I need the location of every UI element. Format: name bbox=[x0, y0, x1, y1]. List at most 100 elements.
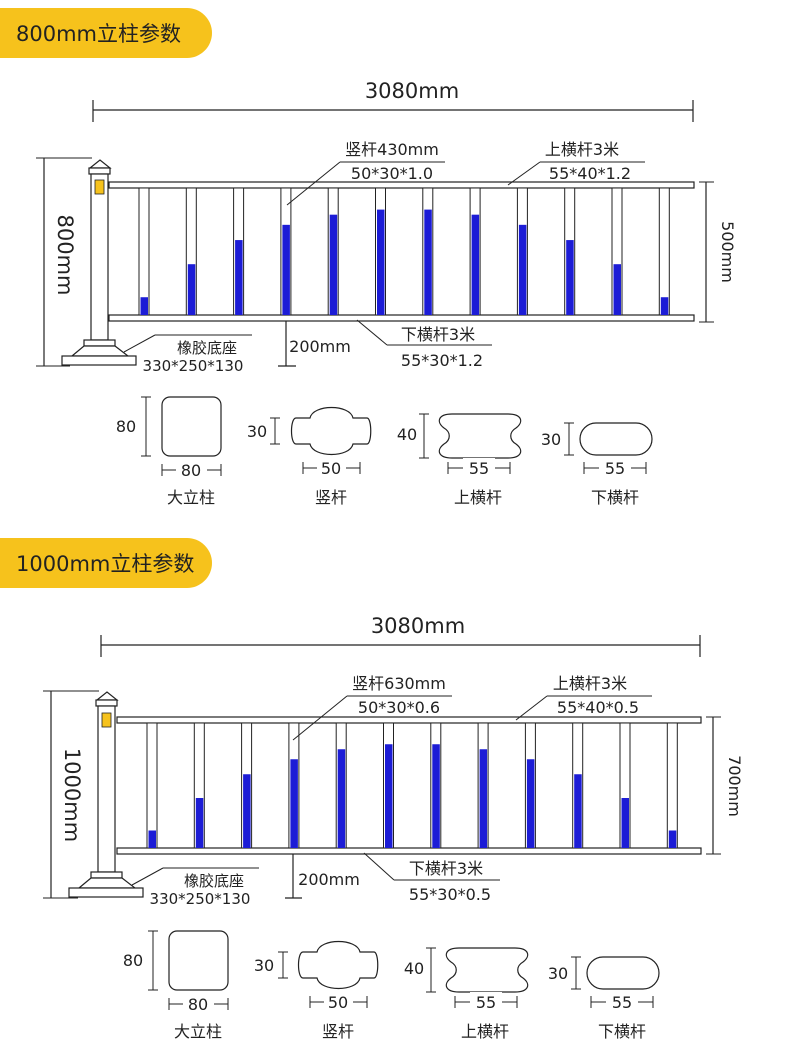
picket-fill bbox=[613, 264, 621, 315]
reflector bbox=[101, 712, 112, 728]
picket-fill bbox=[329, 214, 338, 315]
profile-top-rail-height: 40 bbox=[404, 959, 424, 978]
profile-top-rail-shape bbox=[445, 947, 529, 993]
profile-vertical-bar-height: 30 bbox=[254, 956, 274, 975]
total-length-label: 3080mm bbox=[371, 614, 465, 638]
picket bbox=[666, 722, 678, 849]
picket-fill bbox=[432, 744, 440, 848]
profile-top-rail-width: 55 bbox=[476, 993, 496, 1012]
vertical-bar-spec: 50*30*0.6 bbox=[358, 698, 440, 717]
profile-bottom-rail-width: 55 bbox=[605, 459, 625, 478]
profile-top-rail-name: 上横杆 bbox=[461, 1022, 509, 1041]
base-spec: 330*250*130 bbox=[143, 357, 244, 375]
top-rail bbox=[116, 716, 702, 724]
picket-fill bbox=[187, 264, 196, 315]
ground-clearance-label: 200mm bbox=[289, 337, 351, 356]
picket bbox=[138, 187, 150, 316]
profile-post-name: 大立柱 bbox=[167, 488, 215, 507]
picket-fill bbox=[290, 759, 298, 848]
reflector bbox=[94, 179, 105, 195]
picket-fill bbox=[424, 209, 432, 315]
top-rail bbox=[108, 181, 695, 189]
picket-fill bbox=[282, 224, 290, 315]
picket-fill bbox=[574, 774, 582, 848]
picket-fill bbox=[140, 297, 148, 315]
section-title: 800mm立柱参数 bbox=[0, 8, 212, 58]
height-label: 800mm bbox=[53, 215, 77, 296]
profile-vertical-bar-height: 30 bbox=[247, 422, 267, 441]
top-rail-label: 上横杆3米 bbox=[553, 674, 627, 693]
vertical-bar-spec: 50*30*1.0 bbox=[351, 164, 433, 183]
profile-top-rail-width: 55 bbox=[469, 459, 489, 478]
bottom-rail-spec: 55*30*0.5 bbox=[409, 885, 491, 904]
profile-bottom-rail-height: 30 bbox=[541, 430, 561, 449]
top-rail-spec: 55*40*0.5 bbox=[557, 698, 639, 717]
picket bbox=[658, 187, 670, 316]
picket-fill bbox=[621, 798, 629, 848]
base-spec: 330*250*130 bbox=[150, 890, 251, 908]
picket-fill bbox=[526, 759, 535, 848]
post bbox=[61, 159, 137, 366]
profile-bottom-rail-name: 下横杆 bbox=[598, 1022, 646, 1041]
bottom-rail-label: 下横杆3米 bbox=[409, 859, 483, 878]
post bbox=[68, 691, 144, 898]
profile-bottom-rail-shape bbox=[579, 422, 653, 456]
picket-fill bbox=[235, 240, 243, 315]
picket-fill bbox=[566, 240, 574, 315]
profile-bottom-rail-shape bbox=[586, 956, 660, 990]
profile-post-height: 80 bbox=[123, 951, 143, 970]
picket-fill bbox=[518, 224, 527, 315]
pickets bbox=[146, 722, 678, 849]
height-label: 1000mm bbox=[60, 748, 84, 842]
profile-vertical-bar-shape bbox=[290, 407, 372, 455]
profile-vertical-bar-name: 竖杆 bbox=[322, 1022, 354, 1041]
profile-post-shape bbox=[161, 396, 222, 457]
profile-post-height: 80 bbox=[116, 417, 136, 436]
picket-fill bbox=[243, 774, 251, 848]
base-label: 橡胶底座 bbox=[177, 339, 237, 357]
ground-clearance-label: 200mm bbox=[298, 870, 360, 889]
picket-fill bbox=[385, 744, 393, 848]
picket-fill bbox=[337, 749, 346, 848]
picket-fill bbox=[660, 297, 669, 315]
profile-post-shape bbox=[168, 930, 229, 991]
profiles: 80 80 大立柱 30 50 竖杆 40 bbox=[123, 930, 660, 1041]
profile-vertical-bar-width: 50 bbox=[321, 459, 341, 478]
picket bbox=[146, 722, 158, 849]
picket-fill bbox=[377, 209, 385, 315]
picket-fill bbox=[148, 830, 156, 848]
profile-bottom-rail-name: 下横杆 bbox=[591, 488, 639, 507]
bar-height-label: 500mm bbox=[718, 221, 737, 283]
profile-top-rail-name: 上横杆 bbox=[454, 488, 502, 507]
profile-vertical-bar-name: 竖杆 bbox=[315, 488, 347, 507]
profiles: 80 80 大立柱 30 50 竖杆 40 bbox=[116, 396, 653, 507]
pickets bbox=[138, 187, 670, 316]
bottom-rail-label: 下横杆3米 bbox=[401, 325, 475, 344]
profile-vertical-bar-shape bbox=[297, 941, 379, 989]
bar-height-label: 700mm bbox=[725, 755, 744, 817]
profile-post-name: 大立柱 bbox=[174, 1022, 222, 1041]
bottom-rail bbox=[116, 847, 702, 855]
profile-post-width: 80 bbox=[181, 461, 201, 480]
section-800: 800mm立柱参数 3080mm 800mm 500mm bbox=[0, 8, 737, 507]
fence-diagram: 3080mm 1000mm 700mm 竖杆630mm 50*30*0.6 bbox=[43, 614, 744, 1041]
total-length-label: 3080mm bbox=[365, 79, 459, 103]
top-rail-label: 上横杆3米 bbox=[545, 140, 619, 159]
vertical-bar-label: 竖杆430mm bbox=[345, 140, 439, 159]
profile-bottom-rail-height: 30 bbox=[548, 964, 568, 983]
section-title: 1000mm立柱参数 bbox=[0, 538, 212, 588]
bottom-rail bbox=[108, 314, 695, 322]
fence-diagram: 3080mm 800mm 500mm 竖杆430mm 50*30*1.0 bbox=[36, 79, 737, 507]
picket-fill bbox=[668, 830, 677, 848]
picket-fill bbox=[195, 798, 204, 848]
profile-bottom-rail-width: 55 bbox=[612, 993, 632, 1012]
top-rail-spec: 55*40*1.2 bbox=[549, 164, 631, 183]
base-label: 橡胶底座 bbox=[184, 872, 244, 890]
bottom-rail-spec: 55*30*1.2 bbox=[401, 351, 483, 370]
picket-fill bbox=[479, 749, 488, 848]
profile-top-rail-height: 40 bbox=[397, 425, 417, 444]
profile-post-width: 80 bbox=[188, 995, 208, 1014]
picket-fill bbox=[471, 214, 480, 315]
profile-top-rail-shape bbox=[438, 413, 522, 459]
section-1000: 1000mm立柱参数 3080mm 1000mm 700mm bbox=[0, 530, 790, 1056]
